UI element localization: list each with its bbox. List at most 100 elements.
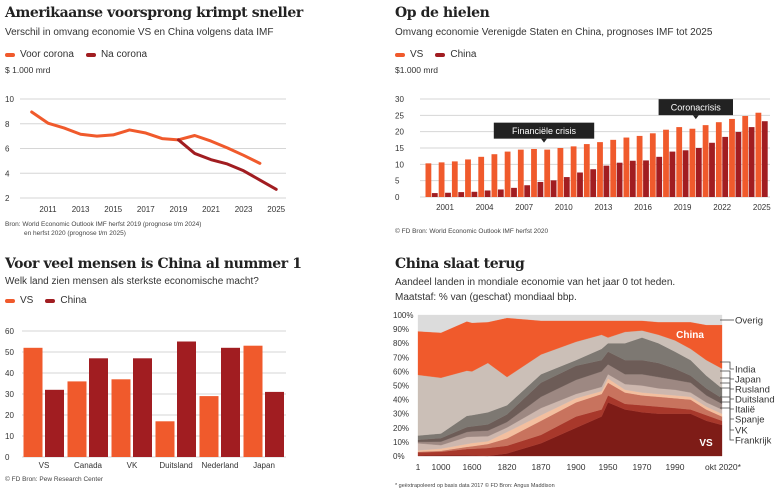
series-label-rusland: Rusland [735,385,770,396]
bar-china-2015 [629,160,636,197]
y-tick-label: 30% [393,410,409,419]
chart3-subtitle: Welk land zien mensen als sterkste econo… [5,276,259,287]
chart2-legend: VS China [395,49,476,60]
chart3-title: Voor veel mensen is China al nummer 1 [5,256,302,272]
y-tick-label: 8 [5,120,10,129]
chart3-legend: VS China [5,295,86,306]
legend-item-voor-corona: Voor corona [5,49,74,60]
x-tick-label: 2011 [39,205,57,214]
legend-label: Voor corona [20,49,74,60]
legend-swatch [45,298,56,303]
x-tick-label: 2010 [555,203,573,212]
series-label-duitsland: Duitsland [735,395,775,406]
bar-china-2022 [722,136,729,197]
bar-vs-2005 [491,154,498,197]
bar-vs-2016 [636,135,643,197]
bar-vs-2001 [438,162,445,197]
y-tick-label: 10% [393,438,409,447]
bar-vs-2003 [465,159,471,197]
chart4-title: China slaat terug [395,256,525,272]
x-tick-label: 2007 [515,203,533,212]
bar-vs-nederland [199,396,219,457]
y-tick-label: 30 [5,390,14,399]
legend-label: VS [410,49,424,60]
legend-swatch [5,298,15,303]
y-tick-label: 50 [5,348,14,357]
legend-label: China [450,49,477,60]
bar-vs-2000 [425,163,432,197]
x-tick-label: 1870 [532,462,551,472]
bar-china-2005 [497,189,504,197]
legend-item-china: China [435,49,476,60]
legend-swatch [435,52,446,57]
bar-china-2016 [643,160,649,197]
x-tick-label: 2016 [634,203,652,212]
x-tick-label: 2015 [104,205,122,214]
bar-china-2011 [577,172,583,197]
bar-vs-vk [111,379,131,457]
bar-china-2002 [458,192,465,197]
label-leader-line [720,361,734,370]
bar-vs-2012 [583,144,590,197]
bar-vs-2015 [623,137,630,197]
annotation-box [493,122,595,139]
bar-china-2014 [616,162,623,197]
chart2-unit: $1.000 mrd [395,65,438,75]
y-tick-label: 0 [5,453,10,462]
x-tick-label: 1000 [432,462,451,472]
y-tick-label: 40% [393,396,409,405]
chart2-source: © FD Bron: World Economic Outlook IMF he… [395,228,549,235]
chart1-unit: $ 1.000 mrd [5,65,51,75]
chart2-subtitle: Omvang economie Verenigde Staten en Chin… [395,27,713,38]
bar-china-japan [265,391,284,457]
bar-china-2020 [695,148,702,197]
y-tick-label: 10 [5,432,14,441]
bar-china-2008 [537,181,544,197]
legend-label: VS [20,295,34,306]
y-tick-label: 20 [5,411,14,420]
label-leader-line [720,370,734,380]
series-label-vk: VK [735,426,748,437]
bar-vs-2022 [715,122,722,197]
series-line-na-corona [176,138,278,191]
x-tick-label: 1990 [666,462,685,472]
bar-vs-2014 [610,139,617,197]
y-tick-label: 60% [393,367,409,376]
y-tick-label: 15 [395,144,404,153]
y-tick-label: 20 [395,128,404,137]
x-tick-label: VS [39,461,50,470]
chart1-subtitle: Verschil in omvang economie VS en China … [5,27,274,38]
series-label-italië: Italië [735,405,755,416]
y-tick-label: 100% [393,311,413,320]
x-tick-label: 2021 [202,205,220,214]
bar-china-2010 [563,177,570,197]
y-tick-label: 4 [5,169,10,178]
bar-china-2025 [761,121,768,197]
inner-label-vs: VS [699,438,713,449]
y-tick-label: 60 [5,327,14,336]
chart4-source: * geëxtrapoleerd op basis data 2017 © FD… [395,483,555,489]
bar-vs-canada [67,381,87,457]
series-label-frankrijk: Frankrijk [735,436,772,447]
x-tick-label: 1600 [463,462,482,472]
bar-china-2021 [709,142,715,197]
x-tick-label: 2013 [72,205,90,214]
x-tick-label: okt 2020* [705,462,742,472]
y-tick-label: 20% [393,424,409,433]
bar-vs-2021 [702,125,709,197]
series-label-overig: Overig [735,316,763,327]
bar-vs-2019 [676,127,683,197]
bar-china-canada [89,358,108,457]
y-tick-label: 50% [393,382,409,391]
bar-vs-2023 [729,118,735,197]
bar-vs-2011 [570,146,577,197]
x-tick-label: 1900 [567,462,586,472]
chart1-title: Amerikaanse voorsprong krimpt sneller [5,5,303,21]
annotation-label: Financiële crisis [512,126,577,136]
x-tick-label: 2019 [674,203,692,212]
y-tick-label: 25 [395,111,404,120]
bar-vs-2025 [755,112,762,197]
bar-china-2007 [524,185,531,197]
y-tick-label: 6 [5,145,10,154]
